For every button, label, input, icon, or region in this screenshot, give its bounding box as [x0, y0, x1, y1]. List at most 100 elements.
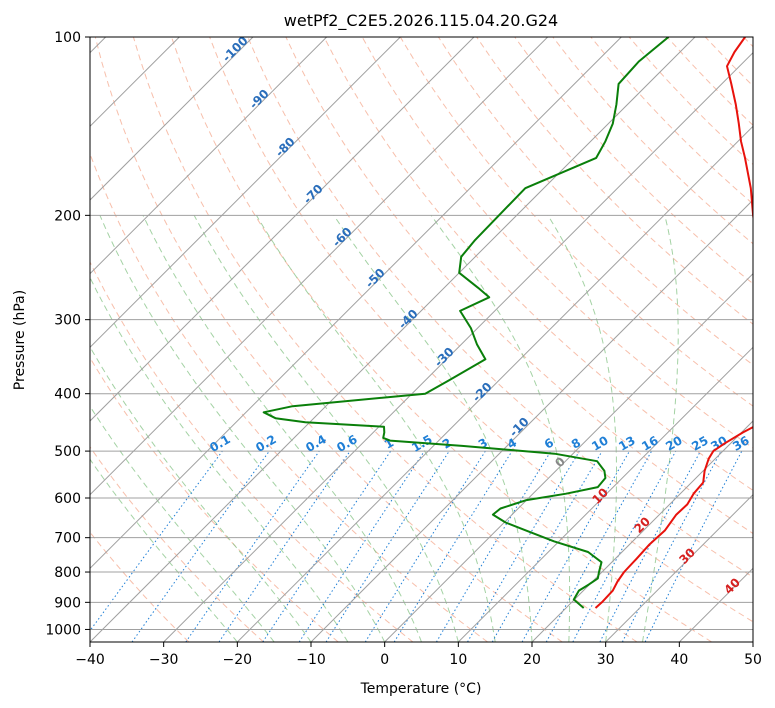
isotherm-line	[384, 272, 753, 642]
mixing-ratio-label: 8	[569, 435, 583, 451]
dry-adiabat	[171, 37, 712, 642]
y-tick-label: 200	[54, 208, 81, 224]
dry-adiabat	[132, 37, 638, 642]
x-tick-label: 50	[744, 652, 762, 668]
moist-adiabat	[430, 215, 571, 642]
x-tick-label: −20	[223, 652, 253, 668]
mixing-ratio-line	[572, 450, 677, 642]
mixing-ratio-line	[435, 450, 552, 642]
x-tick-label: 20	[523, 652, 541, 668]
background-lines	[90, 37, 753, 642]
dry-adiabat	[90, 260, 414, 642]
mixing-ratio-line	[644, 450, 743, 642]
moist-adiabat	[99, 215, 386, 642]
y-tick-label: 700	[54, 531, 81, 547]
dry-adiabat	[323, 37, 753, 491]
moist-adiabat	[547, 215, 617, 642]
mixing-ratio-line	[325, 450, 450, 642]
moist-adiabat	[90, 405, 275, 642]
isotherm-label: -50	[363, 266, 388, 291]
dry-adiabat	[437, 37, 753, 366]
isotherm-label: -90	[247, 87, 272, 112]
mixing-ratio-line	[185, 450, 320, 642]
mixing-ratio-line	[218, 450, 351, 642]
isotherm-label: -70	[301, 182, 326, 207]
moist-adiabat	[642, 215, 679, 642]
y-tick-label: 1000	[45, 622, 81, 638]
isotherm-line	[90, 37, 401, 349]
mixing-ratio-line	[393, 450, 513, 642]
isotherm-label: -30	[432, 345, 457, 370]
isotherm-line	[605, 493, 753, 642]
isotherm-line	[90, 37, 622, 570]
dry-adiabat	[514, 37, 753, 285]
y-axis: 100 200 300 400 500 600 700 800 900 1000	[45, 30, 90, 638]
mixing-ratio-line	[364, 450, 486, 642]
x-tick-label: 10	[449, 652, 467, 668]
chart-title: wetPf2_C2E5.2026.115.04.20.G24	[284, 11, 558, 31]
x-tick-label: −10	[296, 652, 326, 668]
x-axis-label: Temperature (°C)	[360, 681, 482, 697]
dewpoint-line	[262, 37, 670, 609]
x-tick-label: −30	[149, 652, 179, 668]
x-tick-label: 30	[597, 652, 615, 668]
y-tick-label: 300	[54, 313, 81, 329]
temperature-line	[594, 37, 753, 609]
mixing-ratio-line	[521, 450, 630, 642]
x-tick-label: 0	[380, 652, 389, 668]
isotherm-line	[90, 37, 328, 275]
isotherm-labels: -100-90-80-70-60-50-40-30-20-100.1 0.2 0.4…	[207, 34, 751, 597]
mixing-ratio-line	[90, 450, 223, 632]
isotherm-label: -20	[470, 380, 495, 405]
moist-adiabat	[90, 458, 238, 642]
y-tick-label: 400	[54, 387, 81, 403]
x-tick-label: 40	[670, 652, 688, 668]
moist-adiabat	[193, 215, 459, 642]
y-tick-label: 500	[54, 444, 81, 460]
isotherm-label: -60	[330, 225, 355, 250]
mixing-ratio-line	[599, 450, 701, 642]
isotherm-line	[163, 51, 753, 642]
x-axis: −40 −30 −20 −10 0 10 20 30 40 50	[75, 642, 762, 668]
y-tick-label: 100	[54, 30, 81, 46]
moist-adiabat	[90, 345, 312, 642]
dry-adiabat	[476, 37, 753, 325]
y-tick-label: 600	[54, 491, 81, 507]
moist-adiabat	[333, 215, 533, 642]
wetbulb-label: 30	[676, 545, 698, 567]
mixing-ratio-line	[467, 450, 580, 642]
isotherm-line	[752, 641, 753, 642]
mixing-ratio-line	[545, 450, 653, 642]
dry-adiabat	[94, 37, 563, 642]
mixing-ratio-line	[262, 450, 392, 642]
y-tick-label: 900	[54, 595, 81, 611]
isotherm-line	[90, 37, 549, 496]
wetbulb-label: 40	[721, 575, 743, 597]
mixing-ratio-line	[131, 450, 270, 642]
isotherm-line	[90, 37, 696, 642]
mixing-ratio-label: 6	[542, 435, 556, 451]
series-lines	[262, 37, 753, 609]
isotherm-line	[90, 37, 475, 422]
y-axis-label: Pressure (hPa)	[12, 290, 28, 390]
dry-adiabat	[90, 152, 488, 642]
isotherm-line	[236, 125, 753, 642]
isotherm-line	[531, 420, 753, 642]
moist-adiabat	[142, 215, 422, 642]
isotherm-label: -40	[396, 307, 421, 332]
grid-lines	[90, 37, 753, 642]
x-tick-label: −40	[75, 652, 105, 668]
dry-adiabat	[247, 37, 753, 578]
dry-adiabat	[90, 531, 190, 642]
isotherm-label: -80	[273, 135, 298, 160]
dry-adiabat	[90, 446, 264, 642]
dry-adiabat	[743, 37, 753, 48]
mixing-ratio-line	[298, 450, 425, 642]
isotherm-label: -100	[220, 34, 251, 65]
isotherm-line	[310, 199, 753, 642]
isotherm-line	[457, 346, 753, 642]
isotherm-line	[90, 37, 254, 201]
dry-adiabat	[90, 356, 339, 642]
wetbulb-label: 20	[631, 514, 653, 536]
